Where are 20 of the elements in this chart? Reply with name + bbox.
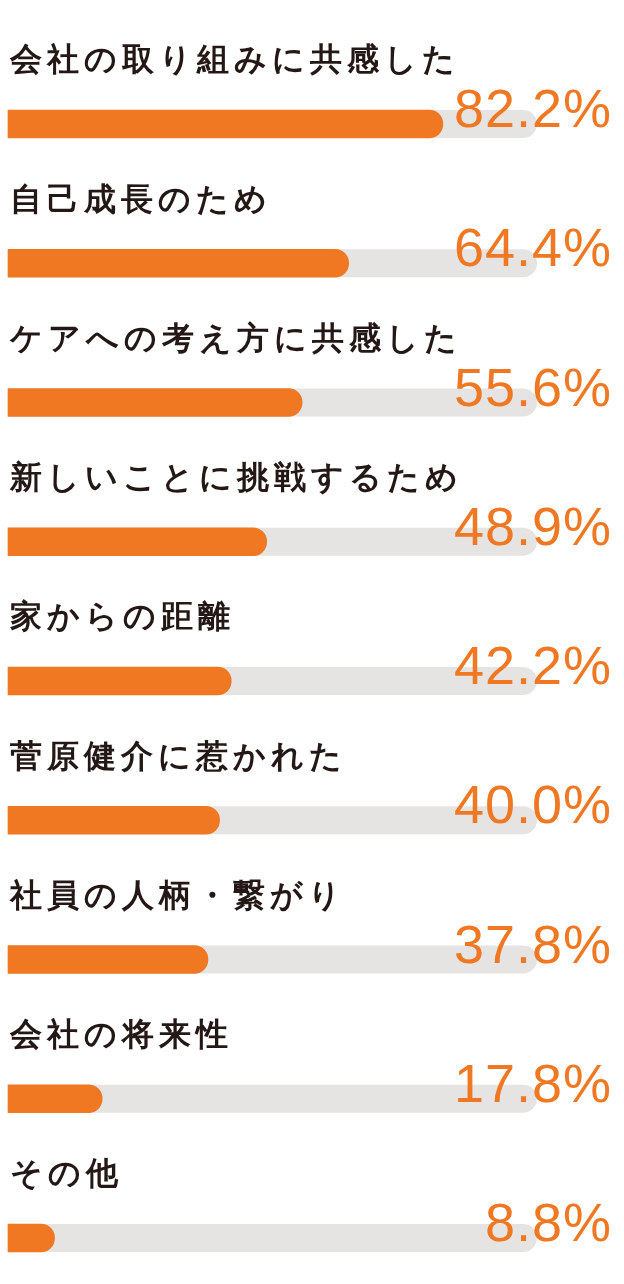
data-label: 82.2%	[453, 78, 612, 138]
data-label: 40.0%	[453, 774, 612, 835]
y-tick-label: 会社の将来性	[9, 1015, 233, 1054]
y-tick-label: 会社の取り組みに共感した	[9, 40, 460, 79]
data-label: 64.4%	[453, 217, 612, 278]
y-tick-label: 自己成長のため	[10, 179, 272, 218]
data-label: 8.8%	[484, 1192, 612, 1252]
data-label: 48.9%	[453, 495, 612, 556]
data-label: 17.8%	[453, 1052, 612, 1113]
y-tick-label: ケアへの考え方に共感した	[9, 318, 462, 357]
y-tick-label: その他	[10, 1154, 123, 1193]
y-tick-label: 家からの距離	[10, 597, 235, 636]
y-tick-label: 新しいことに挑戦するため	[9, 458, 463, 497]
data-label: 37.8%	[453, 913, 612, 974]
data-label: 55.6%	[453, 356, 612, 417]
bar	[7, 1223, 55, 1253]
bar	[7, 1084, 103, 1114]
y-tick-label: 菅原健介に惹かれた	[9, 736, 347, 775]
data-label: 42.2%	[453, 635, 612, 695]
y-tick-label: 社員の人柄・繋がり	[9, 875, 346, 914]
